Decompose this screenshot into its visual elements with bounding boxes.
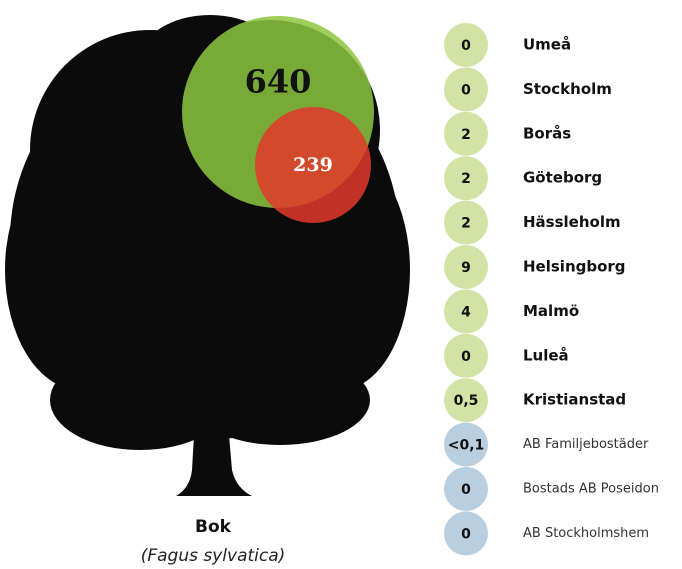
label: Borås — [523, 124, 571, 142]
label: Bostads AB Poseidon — [523, 482, 659, 497]
value: 2 — [461, 127, 471, 143]
label: Umeå — [523, 36, 571, 54]
label: Stockholm — [523, 80, 612, 98]
infographic: 640 239 Bok (Fagus sylvatica) 0 Umeå 0 Stoc… — [0, 0, 682, 569]
tree-latin: (Fagus sylvatica) — [141, 546, 286, 566]
value: 2 — [461, 171, 471, 187]
tree-name: Bok — [195, 517, 232, 537]
value: 9 — [461, 260, 471, 276]
label: Göteborg — [523, 169, 602, 187]
value: 4 — [461, 304, 471, 320]
small-value: 239 — [293, 154, 333, 176]
value: 2 — [461, 216, 471, 232]
label: Hässleholm — [523, 213, 621, 231]
label: Malmö — [523, 302, 579, 320]
value: 0 — [461, 82, 471, 98]
list: 0 Umeå 0 Stockholm 2 Borås 2 Göteborg 2 Hässlehol… — [444, 23, 659, 555]
label: AB Stockholmshem — [523, 526, 649, 541]
label: Luleå — [523, 346, 569, 364]
value: 0 — [461, 526, 471, 542]
value: 0 — [461, 38, 471, 54]
label: Kristianstad — [523, 391, 626, 409]
value: 0,5 — [454, 393, 479, 409]
value: <0,1 — [448, 438, 485, 454]
value: 0 — [461, 482, 471, 498]
value: 0 — [461, 349, 471, 365]
big-value: 640 — [245, 63, 312, 101]
label: Helsingborg — [523, 258, 626, 276]
label: AB Familjebostäder — [523, 437, 649, 452]
